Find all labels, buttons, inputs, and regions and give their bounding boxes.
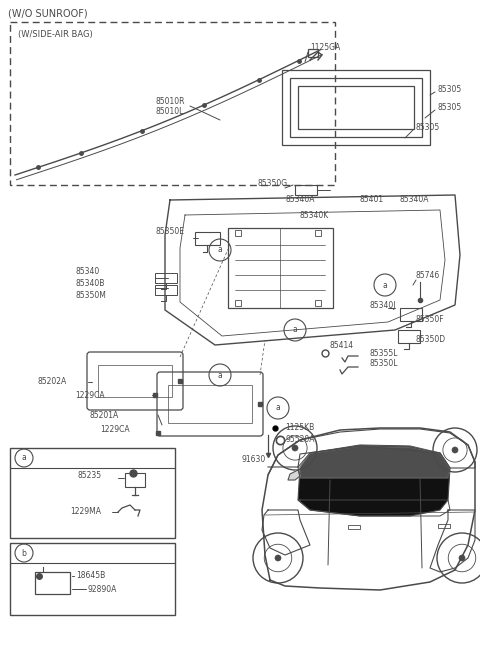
Text: 92890A: 92890A [88,585,118,593]
Text: 91630: 91630 [242,455,266,465]
Text: 85235: 85235 [78,471,102,480]
Text: a: a [293,325,298,335]
Text: 85340J: 85340J [370,300,396,310]
Text: 85010L: 85010L [155,108,183,117]
Polygon shape [298,446,450,478]
Bar [348,525,360,529]
Text: 18645B: 18645B [76,572,105,581]
Circle shape [459,555,465,561]
Text: 85201A: 85201A [90,411,119,420]
Text: (W/O SUNROOF): (W/O SUNROOF) [8,9,88,19]
Bar [295,185,317,195]
Circle shape [275,555,281,561]
Bar [308,49,318,57]
Text: a: a [217,246,222,255]
Text: 85355L: 85355L [370,348,398,358]
Bar [235,300,241,306]
Bar [398,330,420,343]
Text: 85350L: 85350L [370,360,398,368]
Text: 85305: 85305 [437,104,461,112]
Bar [155,285,177,295]
Bar [228,228,333,308]
Text: 85350M: 85350M [75,292,106,300]
Text: a: a [22,453,26,463]
Bar [125,473,145,487]
Text: a: a [276,403,280,412]
Text: 85746: 85746 [415,271,439,279]
Text: 85350D: 85350D [415,335,445,345]
Text: 85305: 85305 [415,123,439,133]
Bar [35,572,70,594]
Text: (W/SIDE-AIR BAG): (W/SIDE-AIR BAG) [18,30,93,40]
Text: 95520A: 95520A [285,436,314,444]
Text: 85202A: 85202A [38,378,67,387]
Text: 85350F: 85350F [415,315,444,325]
Polygon shape [288,470,300,480]
Bar [315,300,321,306]
Polygon shape [298,445,450,516]
Bar [235,230,241,236]
Bar [298,86,414,129]
Bar [315,230,321,236]
Text: 85414: 85414 [330,341,354,350]
Text: 1229MA: 1229MA [70,508,101,517]
Text: 85340: 85340 [75,267,99,277]
Text: 1125KB: 1125KB [285,424,314,432]
Text: 85340B: 85340B [75,279,104,288]
Text: 85010R: 85010R [155,98,184,106]
Text: 85340A: 85340A [285,195,314,205]
Circle shape [292,445,298,451]
Text: 85340K: 85340K [300,211,329,220]
Text: 85401: 85401 [360,195,384,205]
Text: b: b [22,548,26,558]
Text: 1125GA: 1125GA [310,42,340,51]
Text: 85340A: 85340A [400,195,430,205]
Text: 1229CA: 1229CA [75,391,105,399]
Text: a: a [383,280,387,290]
Text: 85350E: 85350E [155,228,184,236]
Bar [10,543,175,615]
Text: a: a [217,370,222,380]
Text: 85350G: 85350G [257,178,287,187]
Bar [195,232,220,245]
Bar [98,365,172,397]
Bar [155,273,177,283]
Bar [400,308,422,321]
Bar [282,70,430,145]
Bar [10,448,175,538]
Bar [10,22,335,185]
Bar [438,524,450,528]
Bar [290,78,422,137]
Circle shape [452,447,458,453]
Text: 1229CA: 1229CA [100,426,130,434]
Text: 85305: 85305 [437,86,461,94]
Bar [168,385,252,423]
